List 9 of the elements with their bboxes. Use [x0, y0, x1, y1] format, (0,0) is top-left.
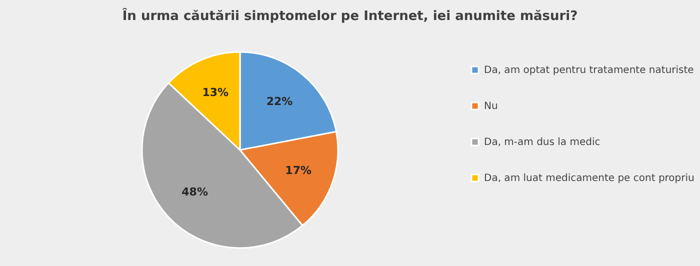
data-label: 17% [285, 164, 312, 177]
data-label: 48% [182, 185, 208, 198]
legend-label: Da, am luat medicamente pe cont propriu [484, 173, 694, 184]
chart-title: În urma căutării simptomelor pe Internet, iei anumite măsuri? [122, 7, 578, 24]
legend-label: Da, m-am dus la medic [484, 137, 600, 148]
legend-label: Da, am optat pentru tratamente naturiste [484, 65, 694, 76]
legend-label: Nu [484, 101, 498, 112]
data-label: 22% [266, 95, 293, 108]
data-label: 13% [202, 86, 229, 100]
